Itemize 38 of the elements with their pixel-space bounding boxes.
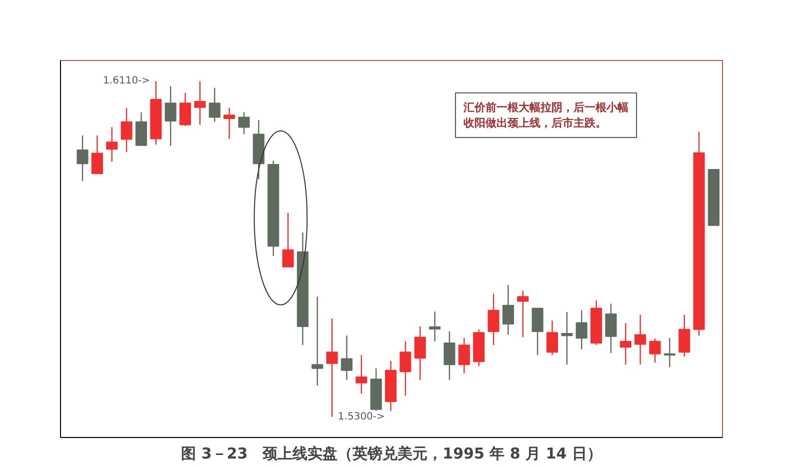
candlestick xyxy=(546,320,558,356)
candlestick xyxy=(120,108,132,153)
candlestick xyxy=(444,330,456,381)
candlestick xyxy=(340,334,353,381)
candlestick xyxy=(282,212,294,268)
candlestick xyxy=(326,318,338,418)
candlestick xyxy=(532,308,544,356)
annotation: 汇价前一根大幅拉阴，后一根小幅收阳做出颈上线，后市主跌。 xyxy=(462,100,628,130)
candlestick xyxy=(429,310,441,342)
candlestick xyxy=(208,87,220,122)
candlestick xyxy=(605,303,617,354)
candlestick xyxy=(458,337,470,374)
text: 图 3－23 颈上线实盘（英镑兑美元，1995 年 8 月 14 日） xyxy=(181,444,602,462)
candlestick xyxy=(194,80,206,126)
candlestick xyxy=(620,322,632,366)
candlestick xyxy=(164,86,176,146)
annotation: 1.6110-> xyxy=(103,76,150,87)
candlestick xyxy=(488,293,500,346)
candlestick xyxy=(356,354,368,394)
candlestick xyxy=(106,126,118,162)
candlestick xyxy=(678,314,690,358)
candlestick xyxy=(179,92,192,127)
candlestick xyxy=(634,314,646,366)
candlestick xyxy=(76,134,88,182)
candlestick xyxy=(238,112,250,135)
candlestick xyxy=(224,107,236,140)
candlestick xyxy=(502,284,514,336)
candlestick xyxy=(135,112,148,146)
candlestick xyxy=(561,311,573,366)
candlestick xyxy=(649,338,661,364)
candlestick xyxy=(664,337,676,368)
candlestick xyxy=(91,134,103,174)
annotation: 1.5300-> xyxy=(338,411,385,422)
candlestick xyxy=(400,340,412,396)
candlestick xyxy=(414,326,426,381)
candlestick xyxy=(517,290,529,338)
candlestick xyxy=(312,296,324,386)
candlestick xyxy=(576,310,588,350)
